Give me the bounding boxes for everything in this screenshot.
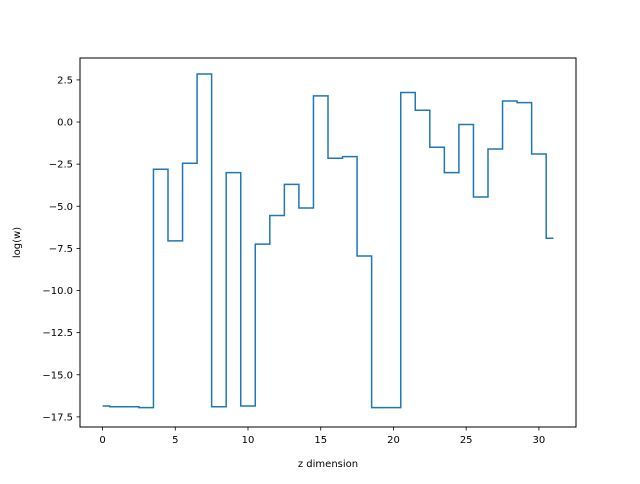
y-tick-label: −15.0 [42, 370, 73, 381]
x-tick-label: 15 [314, 435, 327, 446]
y-axis-label: log(w) [12, 227, 23, 258]
y-tick-label: −12.5 [42, 328, 73, 339]
y-tick-label: −2.5 [49, 160, 73, 171]
x-axis-label: z dimension [298, 459, 358, 470]
y-tick-label: −5.0 [49, 202, 73, 213]
x-tick-label: 25 [460, 435, 473, 446]
x-tick-label: 0 [99, 435, 105, 446]
y-tick-label: −10.0 [42, 286, 73, 297]
y-tick-label: 2.5 [57, 75, 73, 86]
x-tick-label: 5 [172, 435, 178, 446]
x-tick-label: 30 [533, 435, 546, 446]
y-tick-label: −17.5 [42, 412, 73, 423]
x-tick-label: 10 [242, 435, 255, 446]
x-tick-label: 20 [387, 435, 400, 446]
y-tick-label: −7.5 [49, 244, 73, 255]
y-tick-label: 0.0 [57, 118, 73, 129]
